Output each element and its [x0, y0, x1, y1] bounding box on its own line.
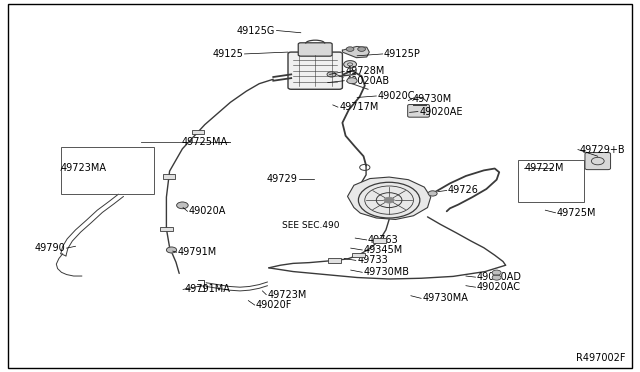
Text: 49791M: 49791M — [178, 247, 217, 257]
Bar — [163, 174, 175, 179]
Text: 49125P: 49125P — [384, 49, 421, 59]
Text: 49729+B: 49729+B — [579, 145, 625, 154]
Circle shape — [346, 47, 354, 51]
Circle shape — [492, 270, 501, 275]
Text: 49125: 49125 — [212, 49, 243, 59]
Text: 49730M: 49730M — [413, 94, 452, 104]
Bar — [160, 227, 173, 231]
Text: 49730MB: 49730MB — [364, 267, 410, 277]
Text: R497002F: R497002F — [577, 353, 626, 363]
Circle shape — [428, 191, 437, 196]
Circle shape — [327, 72, 336, 77]
Text: 49728M: 49728M — [346, 67, 385, 76]
Circle shape — [166, 247, 177, 253]
Text: 49725M: 49725M — [557, 208, 596, 218]
Text: 49717M: 49717M — [339, 102, 379, 112]
FancyBboxPatch shape — [298, 43, 332, 56]
FancyBboxPatch shape — [585, 153, 611, 170]
Bar — [328, 258, 341, 263]
Text: 49345M: 49345M — [364, 245, 403, 255]
Polygon shape — [342, 46, 369, 58]
Text: 49020AD: 49020AD — [477, 272, 522, 282]
Text: 49722M: 49722M — [525, 163, 564, 173]
Circle shape — [177, 202, 188, 209]
Bar — [373, 238, 386, 243]
Bar — [352, 253, 365, 257]
Text: 49791MA: 49791MA — [184, 285, 230, 294]
Text: 49726: 49726 — [448, 186, 479, 195]
Bar — [518, 160, 584, 202]
Text: 49020C: 49020C — [378, 91, 415, 101]
Bar — [191, 130, 204, 134]
Text: 49723MA: 49723MA — [61, 163, 107, 173]
Circle shape — [344, 61, 356, 68]
Text: 49725MA: 49725MA — [181, 137, 227, 147]
Text: 49020F: 49020F — [256, 300, 292, 310]
Text: 49125G: 49125G — [237, 26, 275, 35]
Text: 49733: 49733 — [357, 256, 388, 265]
FancyBboxPatch shape — [408, 105, 429, 117]
FancyBboxPatch shape — [288, 52, 342, 89]
Text: 49790: 49790 — [35, 243, 65, 253]
Text: 49020AC: 49020AC — [477, 282, 521, 292]
Circle shape — [358, 47, 365, 51]
Text: SEE SEC.490: SEE SEC.490 — [282, 221, 339, 230]
Bar — [61, 147, 154, 194]
Text: 49729: 49729 — [267, 174, 298, 183]
Text: 49020A: 49020A — [189, 206, 226, 216]
Text: 49723M: 49723M — [268, 290, 307, 299]
Text: 49020AE: 49020AE — [419, 107, 463, 116]
Polygon shape — [348, 177, 431, 219]
Circle shape — [347, 78, 357, 84]
Text: 49730MA: 49730MA — [422, 294, 468, 303]
Circle shape — [492, 275, 501, 280]
Text: 49763: 49763 — [368, 235, 399, 245]
Text: 49020AB: 49020AB — [346, 76, 390, 86]
Circle shape — [384, 197, 394, 203]
